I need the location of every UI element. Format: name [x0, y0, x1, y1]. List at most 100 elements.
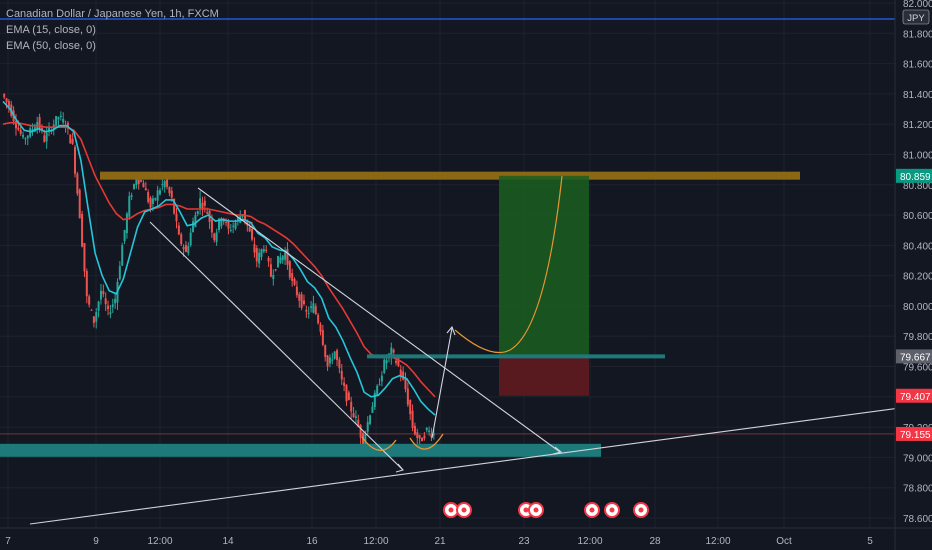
arrow-head — [395, 463, 404, 473]
candle-body — [175, 213, 178, 222]
price-label-text: 79.155 — [900, 430, 931, 441]
price-label-box — [896, 168, 932, 183]
channel-lower-line — [149, 221, 404, 471]
candle-body — [298, 294, 301, 301]
candle-body — [291, 273, 294, 281]
candle-body — [340, 370, 343, 380]
candle-body — [71, 138, 74, 144]
rising-trendline — [29, 407, 901, 525]
time-tick-label: 12:00 — [705, 536, 730, 547]
candle-body — [92, 316, 95, 323]
candle-body — [206, 212, 209, 214]
candle-body — [26, 135, 29, 139]
candle-body — [409, 400, 412, 415]
candle-body — [265, 249, 268, 252]
candle-body — [78, 189, 81, 219]
candle-body — [416, 432, 419, 439]
candle-body — [421, 437, 424, 442]
candle-body — [215, 232, 218, 242]
candle-body — [317, 314, 320, 324]
candle-body — [135, 179, 138, 185]
price-tick-label: 80.400 — [903, 241, 932, 252]
candle-body — [55, 115, 58, 126]
candle-body — [147, 192, 150, 202]
candle-body — [284, 252, 287, 260]
candle-body — [62, 118, 65, 123]
candle-body — [17, 127, 20, 130]
ema50-line — [2, 121, 436, 398]
candle-body — [74, 146, 76, 174]
candle-body — [406, 388, 409, 405]
entry-line — [367, 354, 665, 359]
price-tick-label: 80.800 — [903, 181, 932, 192]
candle-body — [90, 309, 93, 311]
candle-body — [173, 198, 176, 214]
candle-body — [331, 359, 334, 361]
candle-body — [248, 226, 251, 232]
time-tick-label: Oct — [776, 536, 792, 547]
candle-body — [189, 232, 192, 246]
candle-body — [194, 215, 197, 228]
price-tick-label: 79.600 — [903, 363, 932, 374]
candle-body — [362, 433, 364, 447]
projection-arrow — [431, 327, 453, 439]
time-tick-label: 28 — [649, 536, 661, 547]
candle-body — [378, 384, 381, 386]
candle-body — [395, 360, 398, 363]
time-tick-label: 12:00 — [577, 536, 602, 547]
price-tick-label: 81.200 — [903, 120, 932, 131]
candle-body — [142, 183, 145, 188]
price-tick-label: 80.600 — [903, 211, 932, 222]
candle-body — [182, 246, 185, 250]
event-marker-dot — [523, 507, 529, 513]
candle-body — [229, 229, 232, 231]
candle-body — [366, 421, 369, 432]
time-tick-label: 16 — [306, 536, 318, 547]
price-tick-label: 79.000 — [903, 453, 932, 464]
candle-body — [232, 225, 235, 227]
candle-body — [321, 330, 324, 345]
candle-body — [48, 127, 51, 132]
candle-body — [220, 218, 223, 227]
candle-body — [123, 230, 126, 242]
candle-body — [430, 433, 433, 438]
candle-body — [338, 359, 341, 369]
candle-body — [109, 312, 112, 315]
candle-body — [24, 138, 27, 140]
candle-body — [144, 188, 147, 191]
candle-body — [154, 198, 157, 200]
candle-body — [319, 324, 322, 332]
candle-body — [19, 129, 22, 134]
time-tick-label: 12:00 — [147, 536, 172, 547]
candle-body — [184, 245, 187, 252]
candle-body — [293, 278, 296, 285]
price-tick-label: 81.400 — [903, 90, 932, 101]
candle-body — [369, 415, 372, 424]
price-label-text: 79.407 — [900, 392, 931, 403]
candle-body — [402, 371, 405, 380]
time-tick-label: 5 — [867, 536, 873, 547]
candle-body — [45, 132, 48, 142]
price-tick-label: 80.200 — [903, 272, 932, 283]
candle-body — [218, 218, 220, 230]
candle-body — [324, 345, 327, 357]
candle-body — [347, 392, 350, 401]
candle-body — [432, 434, 435, 436]
candle-body — [312, 303, 315, 313]
arrow-head — [446, 325, 456, 336]
candle-body — [170, 190, 173, 198]
candle-body — [177, 225, 180, 235]
candle-body — [390, 347, 393, 358]
candle-body — [199, 198, 202, 209]
candle-body — [128, 196, 131, 217]
event-marker-dot — [448, 507, 454, 513]
candle-body — [383, 359, 386, 373]
candle-body — [133, 184, 136, 189]
candle-body — [59, 115, 62, 118]
bottom-arc — [409, 433, 444, 450]
candle-body — [22, 134, 25, 138]
currency-badge-label: JPY — [907, 13, 925, 24]
candle-body — [425, 427, 428, 431]
candle-body — [196, 211, 199, 214]
